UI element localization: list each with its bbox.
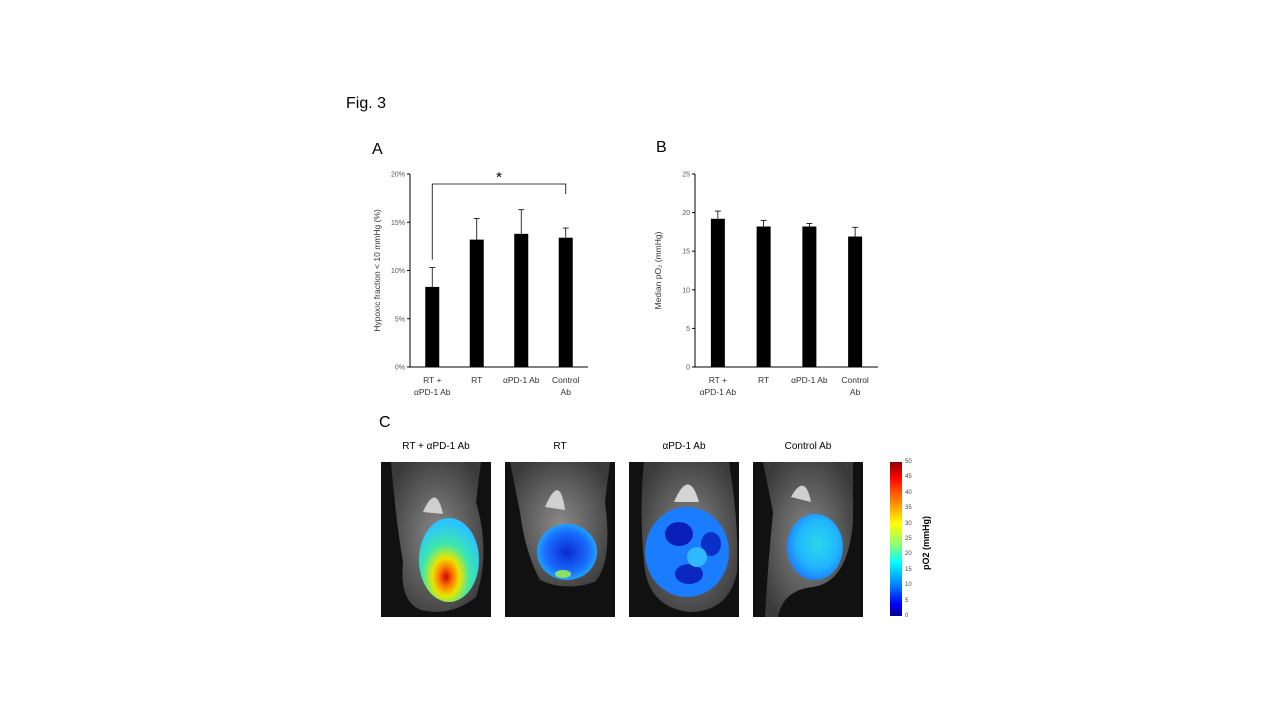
image-title-2: RT [553, 441, 567, 452]
chart-b-category-label: Control [841, 375, 869, 385]
colorbar-tick-label: 20 [905, 551, 912, 558]
chart-a-category-label: RT [471, 375, 482, 385]
colorbar-tick-label: 45 [905, 474, 912, 481]
chart-a-bar [469, 239, 484, 367]
colorbar-tick-label: 40 [905, 489, 912, 496]
chart-a-category-label: Ab [561, 387, 572, 397]
mri-image-apd1 [629, 462, 739, 617]
colorbar-tick-label: 5 [905, 597, 909, 604]
mri-image-control [753, 462, 863, 617]
mri-image-rt-apd1 [381, 462, 491, 617]
chart-a-category-label: RT + [423, 375, 441, 385]
chart-a-y-axis-label: Hypoxic fraction < 10 mmHg (%) [372, 209, 382, 332]
chart-a-ytick-label: 20% [391, 172, 405, 179]
colorbar [890, 462, 902, 616]
colorbar-tick-label: 30 [905, 520, 912, 527]
panel-letter-b: B [656, 139, 667, 156]
colorbar-tick-label: 35 [905, 505, 912, 512]
chart-b-bar [710, 218, 725, 367]
chart-a-bar [514, 233, 529, 367]
figure-title: Fig. 3 [346, 95, 387, 112]
chart-b-bar [848, 236, 863, 367]
chart-b-ytick-label: 20 [682, 210, 690, 217]
chart-a-bar [425, 286, 440, 367]
chart-b-category-label: RT [758, 375, 769, 385]
panel-letter-c: C [379, 414, 391, 431]
chart-b-ytick-label: 25 [682, 172, 690, 179]
chart-b-ytick-label: 15 [682, 249, 690, 256]
colorbar-tick-label: 10 [905, 582, 912, 589]
colorbar-tick-label: 50 [905, 459, 912, 465]
chart-b-category-label: αPD-1 Ab [791, 375, 828, 385]
chart-b-category-label: RT + [709, 375, 727, 385]
chart-a-bar [558, 237, 573, 367]
chart-a-ytick-label: 5% [395, 316, 405, 323]
chart-b-bar [756, 226, 771, 367]
chart-a-ytick-label: 0% [395, 365, 405, 372]
chart-b-category-label: Ab [850, 387, 861, 397]
chart-a: 0% 5% 10% 15% 20% Hypoxic fraction < 10 mmHg … [372, 169, 588, 397]
image-title-3: αPD-1 Ab [662, 441, 706, 452]
colorbar-ticks: 50 45 40 35 30 25 20 15 10 5 0 [905, 459, 925, 621]
chart-a-category-label: αPD-1 Ab [414, 387, 451, 397]
colorbar-tick-label: 25 [905, 536, 912, 542]
panel-letter-a: A [372, 141, 383, 158]
image-title-1: RT + αPD-1 Ab [402, 441, 470, 452]
chart-a-ytick-label: 10% [391, 268, 405, 275]
chart-b-category-label: αPD-1 Ab [700, 387, 737, 397]
chart-b-bar [802, 226, 817, 367]
mri-image-rt [505, 462, 615, 617]
chart-b-ytick-label: 10 [682, 287, 690, 294]
chart-b-y-axis-label: Median pO₂ (mmHg) [653, 231, 663, 309]
chart-a-significance-label: * [496, 169, 502, 186]
chart-a-category-label: Control [552, 375, 580, 385]
colorbar-tick-label: 0 [905, 613, 909, 619]
chart-b-ytick-label: 5 [686, 326, 690, 333]
colorbar-tick-label: 15 [905, 566, 912, 573]
chart-b-ytick-label: 0 [686, 365, 690, 372]
image-title-4: Control Ab [784, 441, 832, 452]
chart-a-significance-bracket [431, 183, 567, 260]
chart-a-ytick-label: 15% [391, 220, 405, 227]
chart-a-category-label: αPD-1 Ab [503, 375, 540, 385]
colorbar-title: pO2 (mmHg) [921, 516, 931, 570]
chart-b: 0 5 10 15 20 25 Median pO₂ (mmHg) RT + αPD-1 Ab R… [653, 172, 878, 397]
